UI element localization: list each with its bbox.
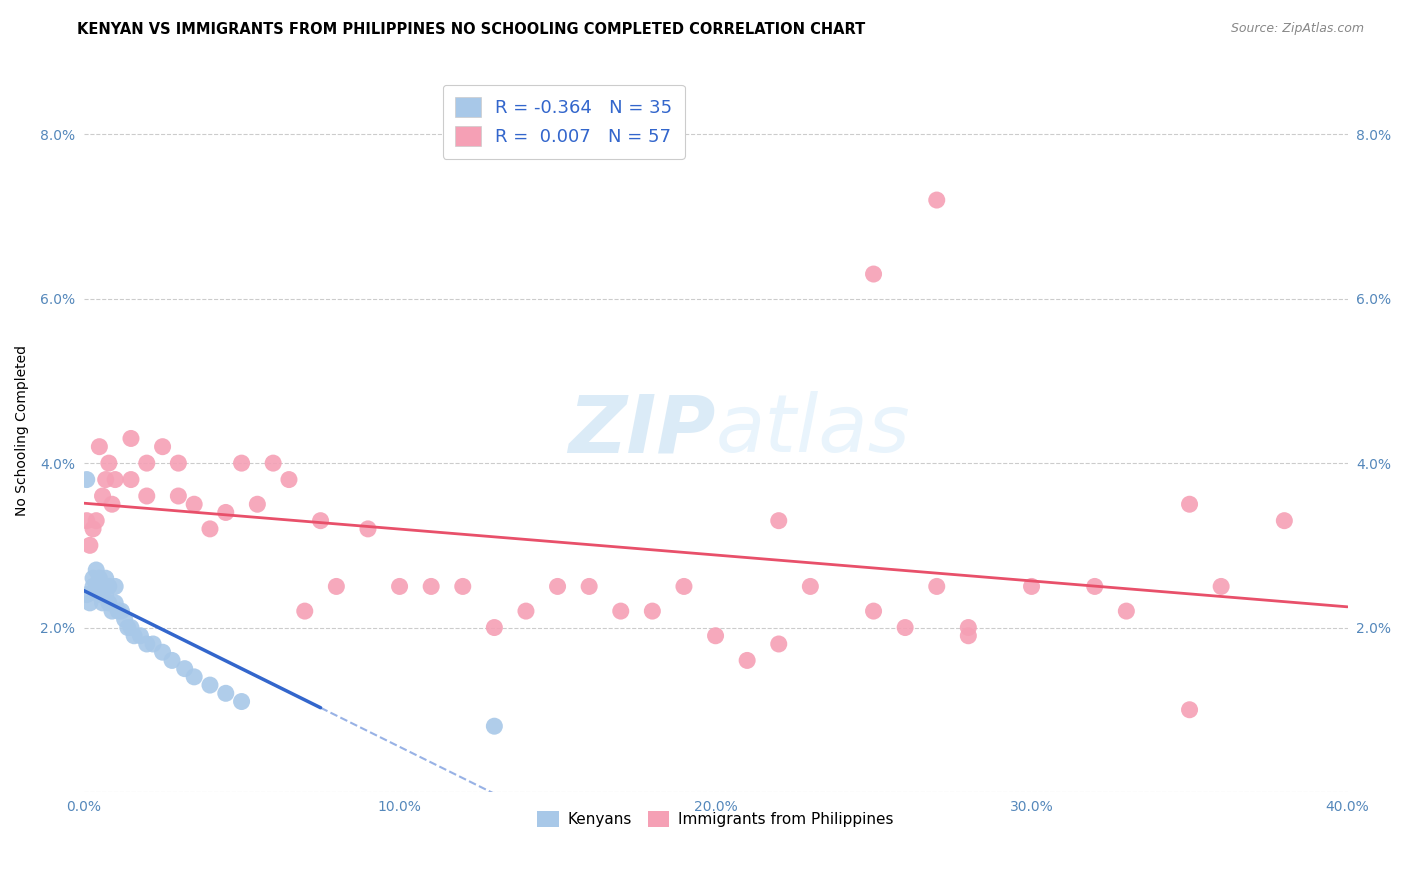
Point [262, 456, 284, 470]
Point [294, 604, 316, 618]
Point [957, 629, 980, 643]
Point [641, 604, 664, 618]
Point [894, 621, 917, 635]
Point [97, 596, 120, 610]
Point [704, 629, 727, 643]
Point [104, 596, 127, 610]
Point [420, 579, 443, 593]
Point [167, 456, 190, 470]
Point [547, 579, 569, 593]
Point [1084, 579, 1107, 593]
Point [82, 522, 104, 536]
Point [79, 596, 101, 610]
Point [76, 514, 98, 528]
Point [135, 489, 157, 503]
Point [120, 432, 142, 446]
Point [215, 505, 238, 519]
Point [84, 563, 107, 577]
Point [672, 579, 695, 593]
Point [91, 596, 114, 610]
Point [388, 579, 411, 593]
Point [101, 497, 124, 511]
Point [484, 621, 506, 635]
Point [101, 604, 124, 618]
Point [152, 440, 174, 454]
Point [1272, 514, 1295, 528]
Point [768, 514, 790, 528]
Point [215, 686, 238, 700]
Point [183, 497, 205, 511]
Point [122, 629, 145, 643]
Point [1178, 703, 1201, 717]
Point [152, 645, 174, 659]
Point [117, 621, 139, 635]
Point [957, 621, 980, 635]
Point [610, 604, 633, 618]
Point [198, 522, 221, 536]
Point [231, 694, 253, 708]
Point [183, 670, 205, 684]
Point [79, 538, 101, 552]
Point [120, 473, 142, 487]
Point [110, 604, 132, 618]
Point [578, 579, 600, 593]
Point [89, 440, 111, 454]
Point [735, 653, 758, 667]
Point [309, 514, 332, 528]
Point [120, 621, 142, 635]
Point [173, 662, 195, 676]
Legend: Kenyans, Immigrants from Philippines: Kenyans, Immigrants from Philippines [530, 804, 901, 835]
Y-axis label: No Schooling Completed: No Schooling Completed [15, 344, 30, 516]
Point [357, 522, 380, 536]
Point [799, 579, 821, 593]
Text: ZIP: ZIP [568, 392, 716, 469]
Point [94, 588, 117, 602]
Point [76, 473, 98, 487]
Point [104, 473, 127, 487]
Text: KENYAN VS IMMIGRANTS FROM PHILIPPINES NO SCHOOLING COMPLETED CORRELATION CHART: KENYAN VS IMMIGRANTS FROM PHILIPPINES NO… [77, 22, 866, 37]
Text: Source: ZipAtlas.com: Source: ZipAtlas.com [1230, 22, 1364, 36]
Point [114, 612, 136, 626]
Point [925, 579, 948, 593]
Point [84, 514, 107, 528]
Point [1211, 579, 1233, 593]
Point [82, 571, 104, 585]
Point [94, 571, 117, 585]
Point [91, 489, 114, 503]
Point [167, 489, 190, 503]
Point [89, 571, 111, 585]
Point [278, 473, 301, 487]
Point [76, 588, 98, 602]
Point [862, 604, 884, 618]
Point [135, 637, 157, 651]
Point [451, 579, 474, 593]
Point [862, 267, 884, 281]
Point [82, 579, 104, 593]
Point [1115, 604, 1137, 618]
Point [142, 637, 165, 651]
Point [246, 497, 269, 511]
Point [89, 588, 111, 602]
Point [104, 579, 127, 593]
Point [325, 579, 347, 593]
Point [84, 579, 107, 593]
Point [768, 637, 790, 651]
Point [1178, 497, 1201, 511]
Point [97, 456, 120, 470]
Point [231, 456, 253, 470]
Point [107, 604, 129, 618]
Point [94, 473, 117, 487]
Point [91, 579, 114, 593]
Point [135, 456, 157, 470]
Point [160, 653, 183, 667]
Point [1021, 579, 1043, 593]
Point [925, 193, 948, 207]
Point [129, 629, 152, 643]
Point [515, 604, 537, 618]
Point [97, 579, 120, 593]
Point [198, 678, 221, 692]
Point [484, 719, 506, 733]
Text: atlas: atlas [716, 392, 910, 469]
